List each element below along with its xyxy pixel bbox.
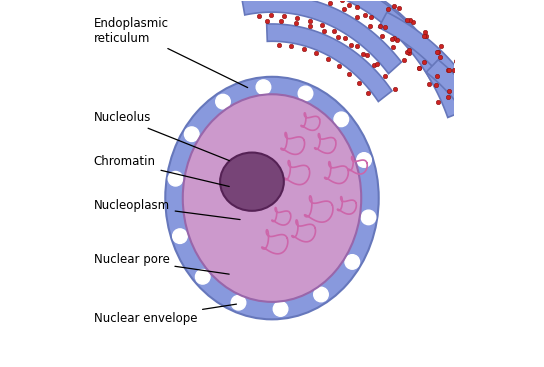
Ellipse shape: [220, 153, 284, 211]
Polygon shape: [242, 0, 401, 74]
Text: Nuclear envelope: Nuclear envelope: [94, 304, 237, 325]
Text: Nuclear pore: Nuclear pore: [94, 254, 229, 274]
Circle shape: [172, 229, 187, 243]
Circle shape: [361, 210, 376, 225]
Ellipse shape: [183, 94, 361, 302]
Circle shape: [314, 287, 328, 302]
Circle shape: [256, 80, 271, 94]
Polygon shape: [318, 0, 464, 117]
Polygon shape: [279, 0, 446, 81]
Polygon shape: [458, 75, 508, 230]
Ellipse shape: [165, 77, 379, 319]
Text: Chromatin: Chromatin: [94, 155, 229, 186]
Circle shape: [168, 171, 183, 186]
Circle shape: [273, 302, 288, 316]
Circle shape: [216, 94, 230, 109]
Polygon shape: [267, 24, 392, 102]
Circle shape: [184, 127, 199, 142]
Text: Nucleoplasm: Nucleoplasm: [94, 199, 240, 219]
Circle shape: [345, 255, 360, 269]
Circle shape: [231, 295, 246, 310]
Polygon shape: [379, 12, 499, 158]
Circle shape: [195, 269, 210, 284]
Text: Endoplasmic
reticulum: Endoplasmic reticulum: [94, 17, 248, 88]
Text: Nucleolus: Nucleolus: [94, 112, 230, 161]
Circle shape: [298, 86, 313, 101]
Circle shape: [334, 112, 349, 127]
Circle shape: [357, 153, 372, 167]
Polygon shape: [426, 60, 507, 180]
